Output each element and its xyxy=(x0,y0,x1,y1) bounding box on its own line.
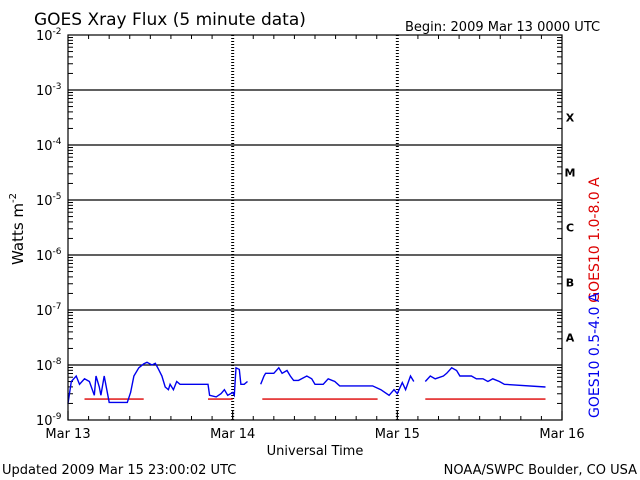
y-axis-ticks: 10-9 10-8 10-7 10-6 10-5 10-4 10-3 10-2 xyxy=(36,27,562,429)
y-axis-label: Watts m-2 xyxy=(8,193,27,265)
flare-class-m: M xyxy=(565,167,576,180)
x-tick-label: Mar 13 xyxy=(45,427,90,442)
x-axis-ticks: Mar 13 Mar 14 Mar 15 Mar 16 xyxy=(45,35,585,442)
plot-frame xyxy=(67,34,563,421)
flare-class-a: A xyxy=(566,332,575,345)
flare-class-x: X xyxy=(566,112,575,125)
y-tick-label: 10-6 xyxy=(36,247,62,264)
updated-timestamp: Updated 2009 Mar 15 23:00:02 UTC xyxy=(2,463,236,478)
x-tick-label: Mar 16 xyxy=(539,427,584,442)
y-tick-label: 10-4 xyxy=(36,137,62,154)
x-tick-label: Mar 15 xyxy=(375,427,420,442)
y-tick-label: 10-2 xyxy=(36,27,62,44)
y-tick-label: 10-5 xyxy=(36,192,62,209)
x-axis-label: Universal Time xyxy=(267,444,364,459)
y-tick-label: 10-8 xyxy=(36,357,62,374)
y-tick-label: 10-7 xyxy=(36,302,62,319)
chart-title: GOES Xray Flux (5 minute data) xyxy=(34,10,306,30)
x-tick-label: Mar 14 xyxy=(210,427,255,442)
series-short-wavelength-line xyxy=(260,366,415,397)
legend-long-wavelength: GOES10 1.0-8.0 A xyxy=(587,177,603,303)
series-lines xyxy=(67,361,546,404)
y-tick-label: 10-3 xyxy=(36,82,62,99)
begin-label: Begin: 2009 Mar 13 0000 UTC xyxy=(405,20,600,35)
flare-class-c: C xyxy=(566,222,574,235)
series-short-wavelength-line xyxy=(67,361,248,404)
grid xyxy=(68,35,562,420)
legend-short-wavelength: GOES10 0.5-4.0 A xyxy=(587,292,603,418)
series-short-wavelength-line xyxy=(424,366,546,388)
flare-class-b: B xyxy=(566,277,574,290)
source-credit: NOAA/SWPC Boulder, CO USA xyxy=(444,463,637,478)
flare-class-labels: A B C M X xyxy=(565,112,576,345)
y-tick-label: 10-9 xyxy=(36,412,62,429)
